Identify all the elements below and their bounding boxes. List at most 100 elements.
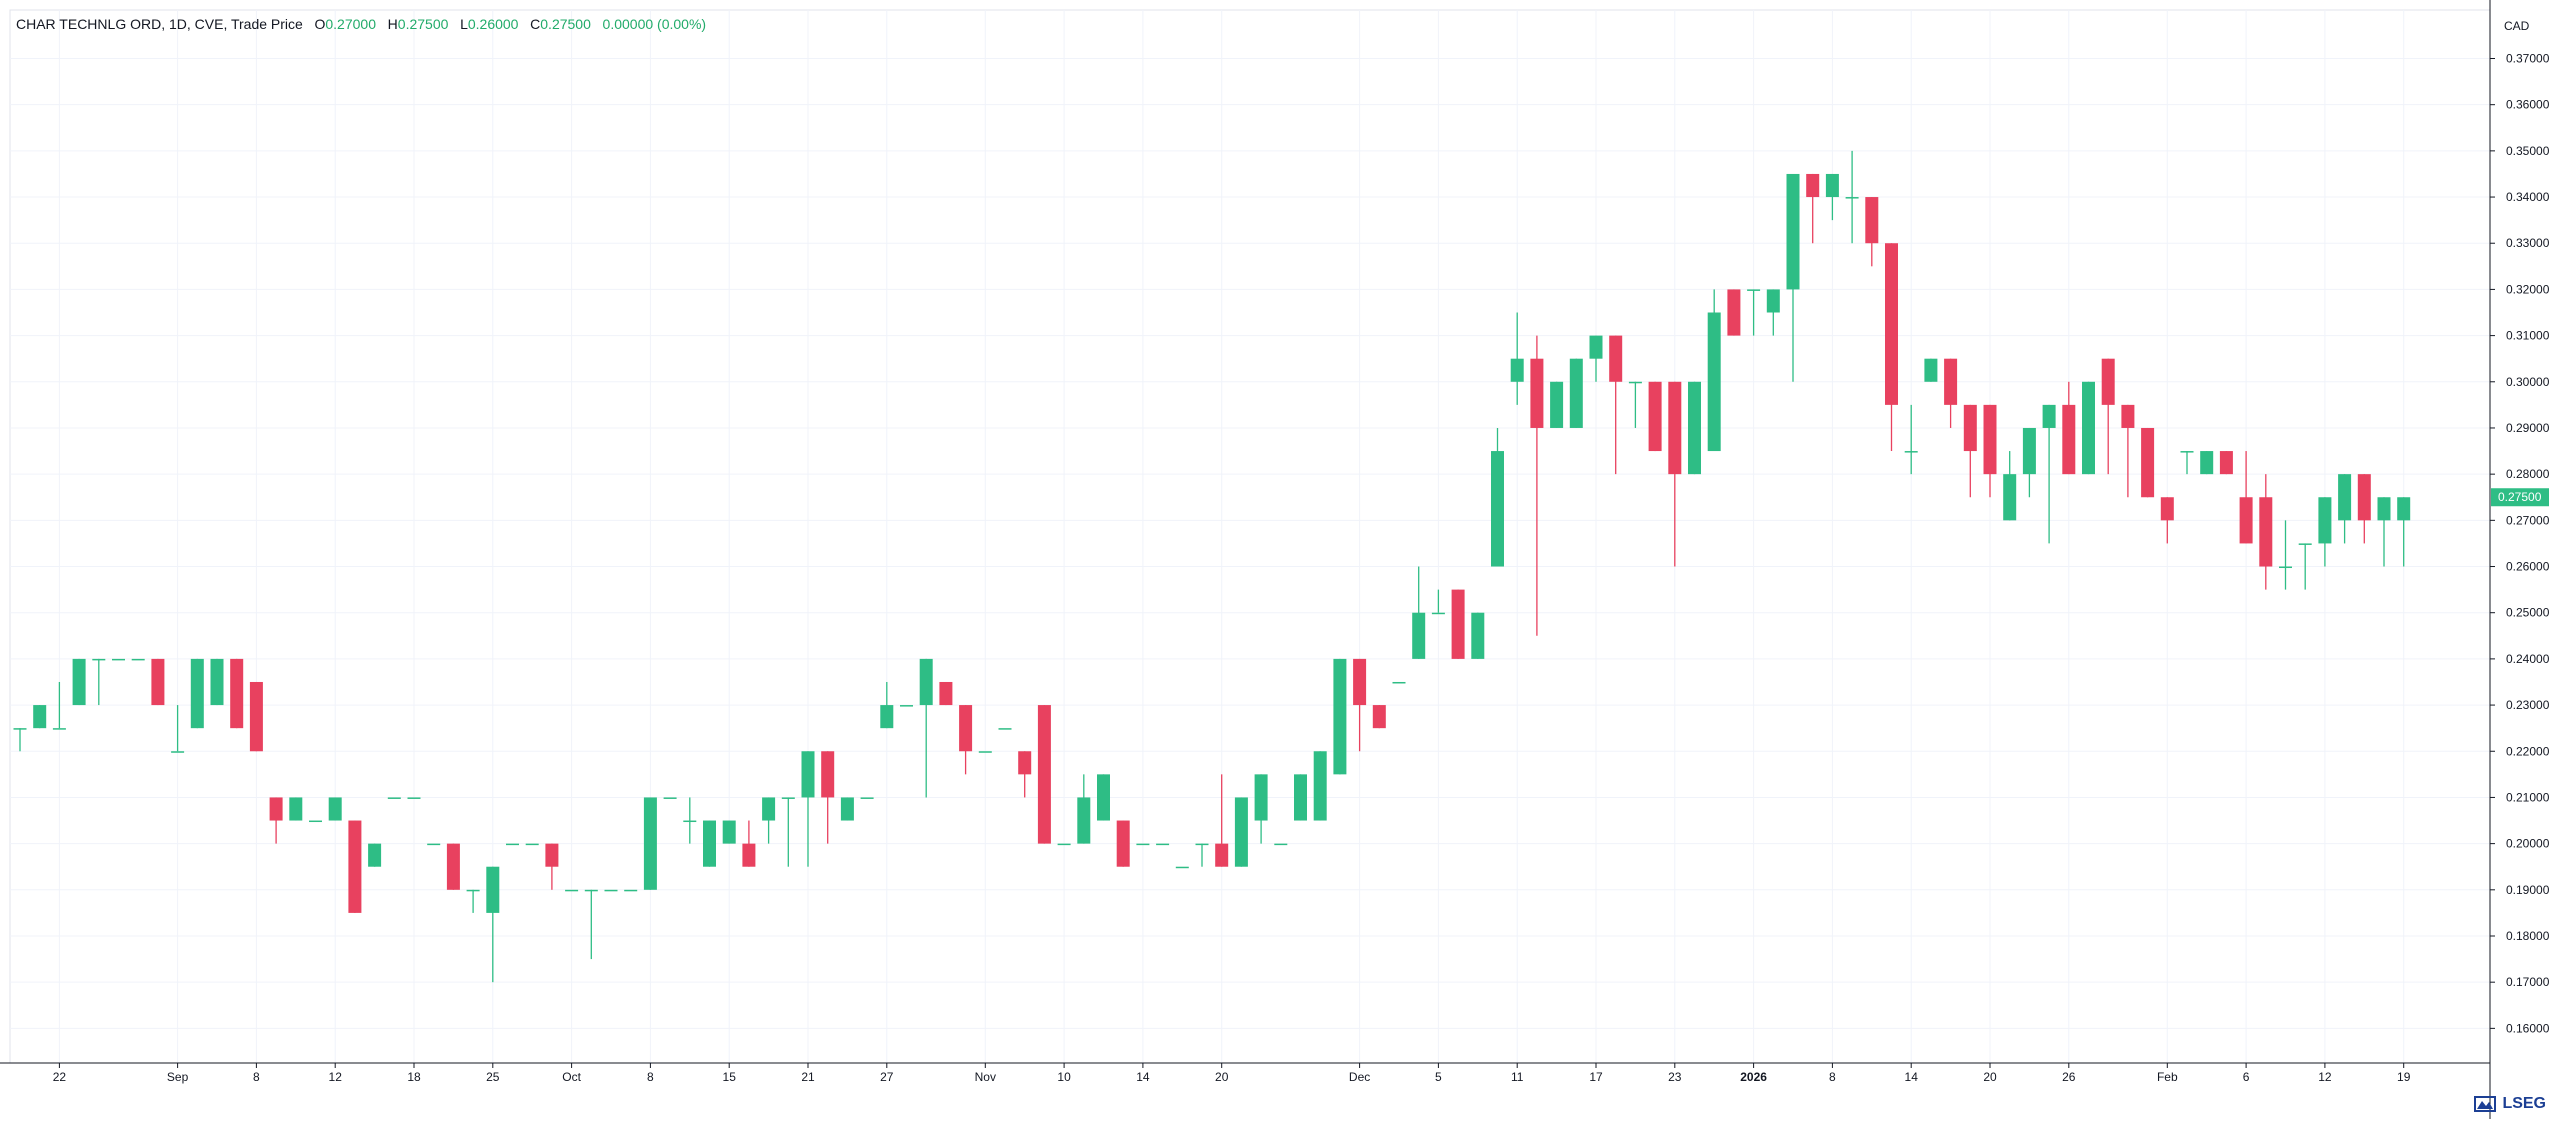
- candle-up: [880, 681, 894, 729]
- candle-body: [387, 797, 401, 799]
- candle-body: [1156, 843, 1170, 846]
- candle-down: [939, 681, 953, 706]
- candle-body: [525, 843, 539, 846]
- candle-body: [1727, 289, 1741, 336]
- x-tick-label: 6: [2243, 1070, 2250, 1084]
- candle-body: [2180, 451, 2194, 453]
- candle-body: [446, 843, 460, 890]
- candle-body: [880, 705, 894, 729]
- candle-body: [900, 705, 913, 707]
- grid-layer: [9, 9, 2491, 1064]
- candle-body: [2003, 474, 2017, 521]
- x-tick-label: 25: [486, 1070, 500, 1084]
- candle-body: [860, 797, 874, 799]
- last-price-tag: [2491, 488, 2549, 507]
- candle-up: [1628, 381, 1642, 428]
- candle-up: [2338, 474, 2352, 544]
- candle-body: [309, 820, 322, 823]
- x-tick-label: 22: [53, 1070, 67, 1084]
- candle-body: [368, 843, 382, 867]
- x-tick-label: 10: [1057, 1070, 1071, 1084]
- candle-up: [486, 866, 500, 983]
- candle-up: [919, 658, 933, 798]
- y-tick-label: 0.30000: [2506, 375, 2550, 389]
- y-tick-label: 0.20000: [2506, 837, 2550, 851]
- candle-body: [13, 728, 27, 730]
- candle-up: [1707, 289, 1721, 452]
- candle-up: [565, 889, 579, 892]
- candle-body: [1963, 404, 1977, 452]
- y-tick-label: 0.32000: [2506, 282, 2550, 296]
- candle-body: [1136, 843, 1150, 846]
- candle-body: [2022, 427, 2036, 475]
- candle-body: [919, 658, 933, 706]
- candle-up: [309, 820, 322, 823]
- candle-up: [624, 889, 638, 892]
- candle-body: [998, 728, 1012, 730]
- y-tick-label: 0.29000: [2506, 421, 2550, 435]
- change-value: 0.00000 (0.00%): [602, 16, 707, 32]
- x-tick-label: Sep: [167, 1070, 189, 1084]
- candle-body: [1254, 774, 1268, 821]
- candle-up: [1747, 289, 1761, 336]
- low-value: 0.26000: [467, 16, 519, 32]
- y-tick-label: 0.18000: [2506, 929, 2550, 943]
- candle-body: [131, 658, 145, 661]
- x-tick-label: 26: [2062, 1070, 2076, 1084]
- candle-body: [1057, 843, 1071, 846]
- candle-body: [230, 658, 244, 729]
- candle-body: [1628, 381, 1642, 384]
- x-tick-label: Oct: [562, 1070, 581, 1084]
- candle-down: [1037, 705, 1051, 844]
- candle-down: [1865, 197, 1879, 267]
- candle-down: [2357, 474, 2371, 544]
- x-tick-label: Dec: [1349, 1070, 1370, 1084]
- candle-up: [643, 797, 657, 890]
- candle-down: [1806, 173, 1820, 244]
- candle-up: [781, 797, 795, 867]
- plot-frame: [9, 9, 2491, 1064]
- candle-up: [13, 728, 27, 752]
- candle-body: [210, 658, 224, 706]
- candle-body: [52, 728, 66, 730]
- candle-body: [289, 797, 303, 821]
- candle-body: [249, 681, 263, 752]
- candle-down: [2160, 497, 2174, 544]
- candle-down: [1215, 774, 1229, 867]
- candle-down: [1451, 589, 1465, 659]
- candle-body: [1274, 843, 1288, 846]
- candle-body: [762, 797, 776, 821]
- high-value: 0.27500: [397, 16, 449, 32]
- candle-body: [1234, 797, 1248, 867]
- candle-down: [1018, 751, 1032, 798]
- candle-body: [978, 751, 992, 753]
- candle-layer: [13, 150, 2411, 983]
- candle-body: [1983, 404, 1997, 475]
- candle-body: [1097, 774, 1110, 821]
- candle-body: [151, 658, 165, 706]
- candle-down: [1116, 820, 1130, 867]
- candle-up: [210, 658, 224, 706]
- candle-up: [1904, 404, 1918, 475]
- chart-legend: CHAR TECHNLG ORD, 1D, CVE, Trade Price O…: [16, 16, 706, 32]
- candle-body: [269, 797, 283, 821]
- x-tick-label: 20: [1983, 1070, 1997, 1084]
- y-tick-label: 0.27000: [2506, 513, 2550, 527]
- candle-down: [151, 658, 165, 706]
- candle-body: [1904, 451, 1918, 453]
- candle-body: [92, 658, 106, 661]
- open-label: O: [314, 16, 326, 32]
- candle-body: [1944, 358, 1958, 405]
- candle-body: [1116, 820, 1130, 867]
- candle-body: [1924, 358, 1938, 382]
- candle-body: [2377, 497, 2391, 521]
- candle-up: [427, 843, 441, 846]
- brand-logo[interactable]: LSEG: [2474, 1095, 2546, 1113]
- candle-up: [131, 658, 145, 661]
- candle-body: [2101, 358, 2115, 405]
- candle-body: [1510, 358, 1524, 382]
- candle-up: [52, 681, 66, 730]
